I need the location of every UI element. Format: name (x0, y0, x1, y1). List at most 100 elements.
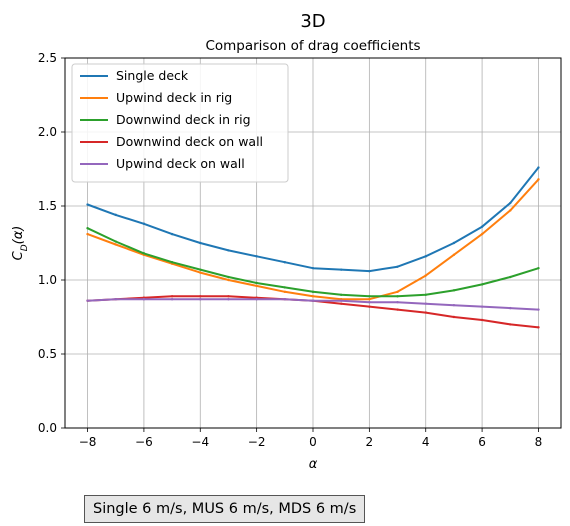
series-1-point (114, 243, 117, 246)
series-0-point (199, 241, 202, 245)
series-4-point (396, 301, 399, 304)
legend-label-4: Upwind deck on wall (116, 156, 245, 171)
x-axis-label: α (309, 457, 318, 472)
x-tick-label: 0 (309, 435, 317, 449)
x-tick-label: −2 (248, 435, 266, 449)
series-2-point (114, 240, 117, 243)
series-2-point (480, 283, 484, 286)
series-2-point (424, 293, 427, 296)
series-4-point (480, 305, 484, 308)
series-0-point (509, 201, 512, 205)
y-tick-label: 0.0 (38, 421, 57, 435)
series-2-point (368, 295, 371, 298)
x-tick-label: −8 (79, 435, 97, 449)
series-4-point (114, 298, 117, 301)
series-3-point (480, 318, 484, 322)
footnote-box: Single 6 m/s, MUS 6 m/s, MDS 6 m/s (84, 495, 366, 523)
series-3-point (424, 311, 427, 314)
series-3-point (396, 308, 399, 311)
x-tick-label: −4 (191, 435, 209, 449)
legend-label-1: Upwind deck in rig (116, 90, 232, 105)
y-tick-label: 1.5 (38, 199, 57, 213)
y-tick-label: 1.0 (38, 273, 57, 287)
series-3-point (452, 315, 456, 319)
x-tick-label: 2 (366, 435, 374, 449)
series-3-point (227, 295, 230, 298)
series-2-point (509, 275, 512, 279)
series-0-point (255, 255, 258, 258)
legend-frame (71, 63, 289, 183)
series-0-point (480, 225, 484, 228)
series-2-point (86, 227, 89, 230)
series-2-point (396, 295, 399, 298)
legend-label-2: Downwind deck in rig (116, 112, 251, 127)
series-1-point (227, 278, 230, 282)
x-tick-label: 4 (422, 435, 430, 449)
series-4-point (255, 298, 258, 301)
y-tick-label: 2.0 (38, 125, 57, 139)
series-4-point (199, 298, 202, 301)
series-1-point (396, 290, 399, 294)
series-2-point (142, 252, 146, 255)
series-3-point (537, 326, 540, 329)
series-3-point (509, 323, 512, 326)
series-0-point (424, 255, 427, 258)
series-3-point (170, 295, 174, 298)
series-4-point (339, 299, 343, 302)
series-2-point (170, 261, 174, 264)
series-4-point (368, 301, 371, 304)
series-4-point (283, 298, 287, 301)
series-2-point (255, 281, 258, 285)
series-2-point (311, 290, 315, 294)
series-4-point (227, 298, 230, 301)
series-1-point (480, 232, 484, 236)
series-0-point (227, 249, 230, 252)
y-axis-ticks: 0.0 0.5 1.0 1.5 2.0 2.5 (38, 51, 65, 435)
series-1-point (199, 271, 202, 274)
series-2-point (339, 293, 343, 296)
series-0-point (537, 166, 540, 169)
series-3-point (199, 295, 202, 298)
series-0-point (142, 222, 146, 225)
legend-label-3: Downwind deck on wall (116, 134, 263, 149)
y-axis-label: CD(α) (11, 226, 30, 261)
series-1-point (537, 178, 540, 181)
y-tick-label: 2.5 (38, 51, 57, 65)
series-0-point (368, 269, 371, 273)
series-0-point (86, 203, 89, 206)
series-1-point (283, 290, 287, 294)
series-2-point (199, 268, 202, 271)
series-2-point (452, 289, 456, 292)
series-4-point (86, 299, 89, 302)
series-1-point (509, 209, 512, 212)
grid-lines (65, 57, 561, 429)
x-tick-label: −6 (135, 435, 153, 449)
chart-title: Comparison of drag coefficients (205, 38, 420, 54)
x-tick-label: 8 (535, 435, 543, 449)
series-4-point (170, 298, 174, 301)
series-4-point (537, 308, 540, 311)
x-axis-ticks: −8 −6 −4 −2 0 2 4 6 8 (79, 428, 543, 449)
series-1-point (452, 253, 456, 257)
legend-label-0: Single deck (116, 68, 189, 83)
series-4-point (142, 298, 146, 301)
series-4-point (311, 299, 315, 302)
series-0-point (114, 213, 117, 217)
series-0-point (283, 261, 287, 264)
legend: Single deck Upwind deck in rig Downwind de… (71, 63, 289, 183)
series-3-point (339, 302, 343, 305)
series-0-point (170, 232, 174, 236)
series-1-point (86, 232, 89, 236)
series-2-point (283, 286, 287, 289)
x-tick-label: 6 (478, 435, 486, 449)
series-0-point (452, 241, 456, 245)
series-lines (86, 166, 540, 329)
series-0-point (339, 268, 343, 271)
series-1-point (424, 274, 427, 277)
series-1-point (311, 295, 315, 298)
series-4-point (424, 302, 427, 305)
y-tick-label: 0.5 (38, 347, 57, 361)
series-4-point (452, 303, 456, 307)
series-1-point (368, 298, 371, 301)
